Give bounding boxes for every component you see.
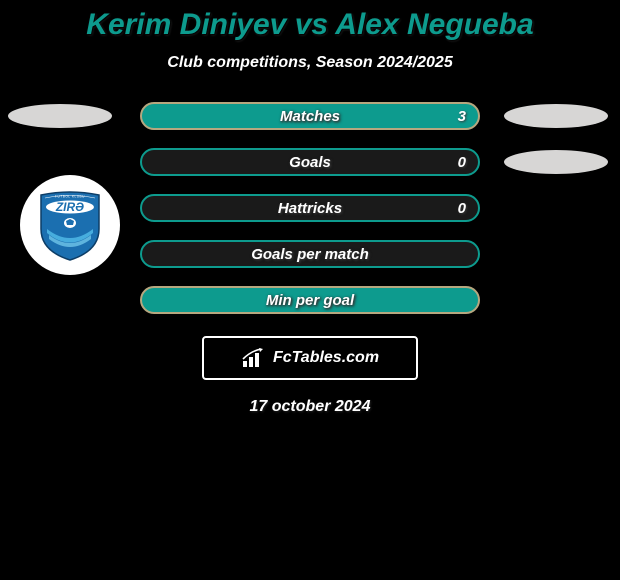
stat-value-right: 3 xyxy=(458,108,466,125)
player-badge-right xyxy=(504,150,608,174)
stat-row: Min per goal xyxy=(0,286,620,314)
stat-label: Hattricks xyxy=(278,200,342,217)
stat-label: Goals per match xyxy=(251,246,369,263)
svg-text:FUTBOL KLUBU: FUTBOL KLUBU xyxy=(55,195,85,199)
player-badge-right xyxy=(504,104,608,128)
stat-value-right: 0 xyxy=(458,200,466,217)
stat-bar: Goals 0 xyxy=(140,148,480,176)
stat-row: Goals 0 xyxy=(0,148,620,176)
date-label: 17 october 2024 xyxy=(0,398,620,416)
stat-row: Matches 3 xyxy=(0,102,620,130)
zire-shield-icon: ZIRƏ FUTBOL KLUBU xyxy=(39,189,101,261)
page-title: Kerim Diniyev vs Alex Negueba xyxy=(0,8,620,42)
player-badge-left xyxy=(8,104,112,128)
stat-bar: Matches 3 xyxy=(140,102,480,130)
stat-bar: Min per goal xyxy=(140,286,480,314)
stat-bar: Goals per match xyxy=(140,240,480,268)
bar-chart-icon xyxy=(241,347,267,369)
club-logo-zire: ZIRƏ FUTBOL KLUBU xyxy=(20,175,120,275)
stat-label: Min per goal xyxy=(266,292,354,309)
fctables-attribution: FcTables.com xyxy=(202,336,418,380)
stat-label: Matches xyxy=(280,108,340,125)
stat-value-right: 0 xyxy=(458,154,466,171)
subtitle: Club competitions, Season 2024/2025 xyxy=(0,54,620,72)
stat-bar: Hattricks 0 xyxy=(140,194,480,222)
fctables-label: FcTables.com xyxy=(273,349,379,367)
svg-text:ZIRƏ: ZIRƏ xyxy=(55,200,84,214)
stat-label: Goals xyxy=(289,154,331,171)
